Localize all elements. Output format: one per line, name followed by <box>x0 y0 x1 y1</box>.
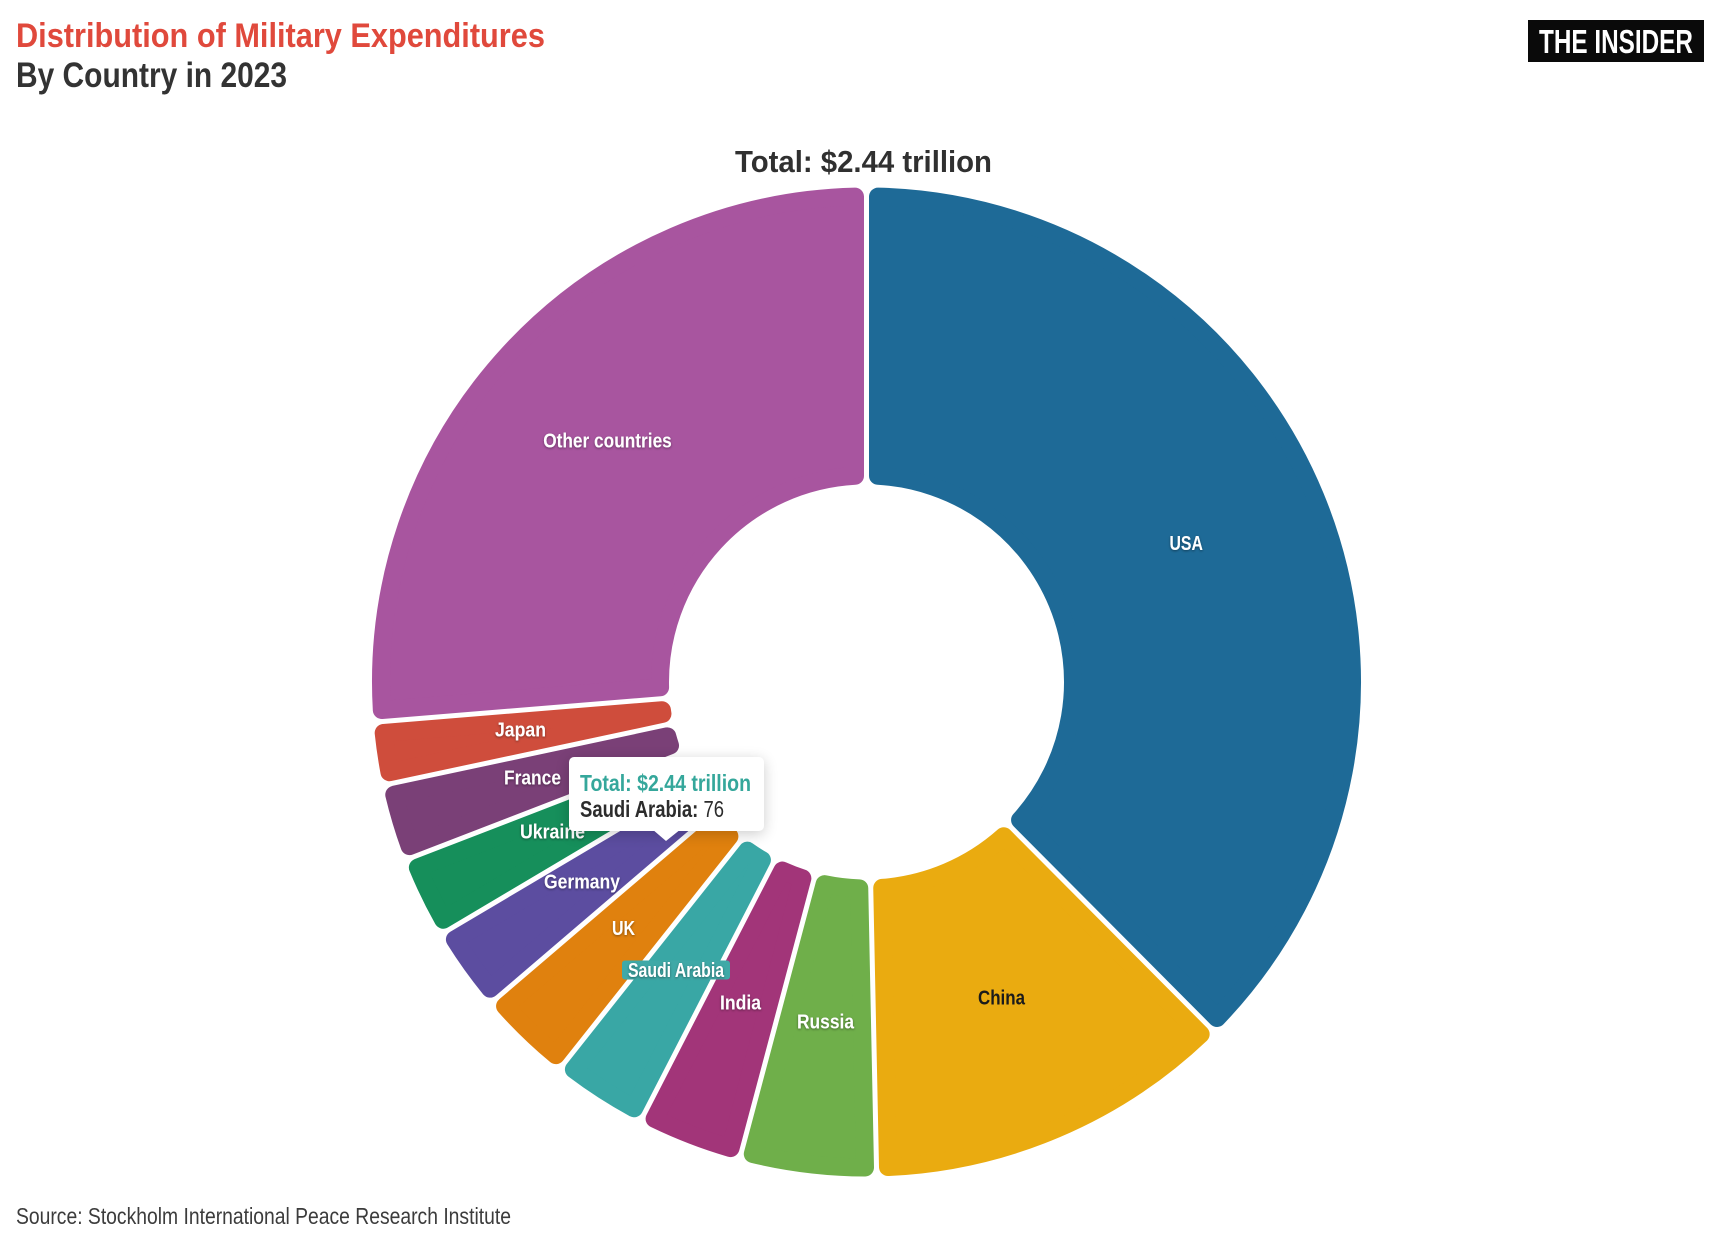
svg-text:USA: USA <box>1170 533 1203 555</box>
svg-text:France: France <box>504 768 561 790</box>
svg-text:China: China <box>978 988 1026 1010</box>
svg-text:Saudi Arabia: Saudi Arabia <box>628 960 725 982</box>
svg-text:India: India <box>720 993 762 1015</box>
svg-text:Japan: Japan <box>495 719 546 741</box>
svg-text:Ukraine: Ukraine <box>520 822 585 844</box>
svg-text:Russia: Russia <box>797 1012 855 1034</box>
svg-text:Germany: Germany <box>544 871 621 893</box>
svg-text:Other countries: Other countries <box>543 431 672 453</box>
svg-text:UK: UK <box>612 918 635 940</box>
